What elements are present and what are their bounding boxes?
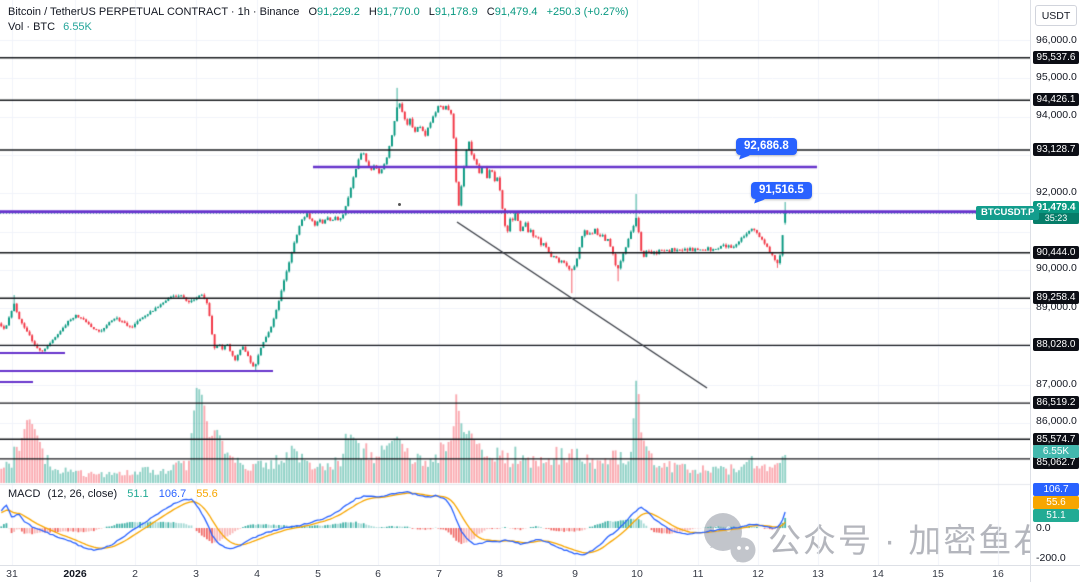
low-label: L: [428, 6, 435, 18]
time-label: 5: [315, 568, 321, 580]
time-label: 6: [375, 568, 381, 580]
time-label: 10: [631, 568, 643, 580]
time-label: 2026: [63, 568, 87, 580]
price-tick: 90,000.0: [1036, 262, 1077, 274]
price-tick: 0.0: [1036, 522, 1051, 534]
level-price-badge: 95,537.6: [1033, 51, 1079, 64]
high-label: H: [368, 6, 377, 18]
time-label: 4: [254, 568, 260, 580]
time-label: 12: [752, 568, 764, 580]
time-label: 16: [992, 568, 1004, 580]
price-tick: 94,000.0: [1036, 109, 1077, 121]
axis-corner: [1030, 565, 1080, 582]
price-axis[interactable]: USDT 96,000.0 95,000.0 94,000.0 92,000.0 90,…: [1030, 0, 1080, 565]
time-label: 2: [132, 568, 138, 580]
level-price-badge: 88,028.0: [1033, 338, 1079, 351]
change-value: +250.3 (+0.27%): [546, 6, 629, 18]
macd-params: (12, 26, close): [47, 488, 118, 500]
level-price-badge: 93,128.7: [1033, 143, 1079, 156]
price-tick: 95,000.0: [1036, 71, 1077, 83]
price-tick: 86,000.0: [1036, 415, 1077, 427]
macd-legend[interactable]: MACD (12, 26, close) 51.1 106.7 55.6: [8, 488, 218, 500]
current-price-badge: 91,479.4 35:23: [1033, 201, 1079, 224]
macd-line-value: 106.7: [158, 488, 187, 500]
time-label: 7: [436, 568, 442, 580]
level-price-badge: 86,519.2: [1033, 396, 1079, 409]
volume-row: Vol · BTC 6.55K: [8, 20, 629, 35]
time-label: 3: [193, 568, 199, 580]
low-value: 91,178.9: [434, 6, 478, 18]
price-callout-91516[interactable]: 91,516.5: [751, 182, 812, 199]
volume-value: 6.55K: [63, 21, 92, 33]
level-price-badge: 85,574.7: [1033, 433, 1079, 446]
level-price-badge: 85,062.7: [1033, 456, 1079, 469]
price-tick: 92,000.0: [1036, 186, 1077, 198]
time-label: 14: [872, 568, 884, 580]
macd-name: MACD: [8, 488, 41, 500]
symbol-price-tag[interactable]: BTCUSDT.P: [976, 206, 1040, 220]
time-label: 31: [6, 568, 18, 580]
price-callout-92686[interactable]: 92,686.8: [736, 138, 797, 155]
high-value: 91,770.0: [376, 6, 420, 18]
close-value: 91,479.4: [494, 6, 538, 18]
symbol-info-row: Bitcoin / TetherUS PERPETUAL CONTRACT · …: [8, 5, 629, 20]
level-price-badge: 94,426.1: [1033, 93, 1079, 106]
indicator-value-badge: 6.55K: [1033, 445, 1079, 458]
volume-label[interactable]: Vol · BTC: [8, 21, 56, 33]
close-label: C: [486, 6, 495, 18]
chart-canvas[interactable]: [0, 0, 1030, 565]
price-tick: 89,000.0: [1036, 301, 1077, 313]
candle-countdown: 35:23: [1033, 213, 1079, 224]
level-price-badge: 90,444.0: [1033, 246, 1079, 259]
macd-signal-value: 55.6: [196, 488, 218, 500]
symbol-legend[interactable]: Bitcoin / TetherUS PERPETUAL CONTRACT · …: [8, 5, 629, 35]
price-tick: 87,000.0: [1036, 378, 1077, 390]
current-price-value: 91,479.4: [1036, 202, 1076, 213]
indicator-value-badge: 51.1: [1033, 509, 1079, 522]
time-axis[interactable]: 31 2026 2 3 4 5 6 7 8 9 10 11 12 13 14 15 16: [0, 565, 1030, 582]
open-label: O: [308, 6, 318, 18]
time-label: 13: [812, 568, 824, 580]
indicator-value-badge: 106.7: [1033, 483, 1079, 496]
level-price-badge: 89,258.4: [1033, 291, 1079, 304]
open-value: 91,229.2: [317, 6, 360, 18]
annotation-dot: [398, 203, 401, 206]
indicator-value-badge: 55.6: [1033, 496, 1079, 509]
time-label: 8: [497, 568, 503, 580]
time-label: 9: [572, 568, 578, 580]
currency-toggle[interactable]: USDT: [1035, 5, 1077, 26]
price-tick: 96,000.0: [1036, 34, 1077, 46]
price-tick: -200.0: [1036, 552, 1066, 564]
time-label: 11: [692, 568, 704, 580]
time-label: 15: [932, 568, 944, 580]
symbol-title[interactable]: Bitcoin / TetherUS PERPETUAL CONTRACT · …: [8, 6, 300, 18]
macd-hist-value: 51.1: [127, 488, 149, 500]
